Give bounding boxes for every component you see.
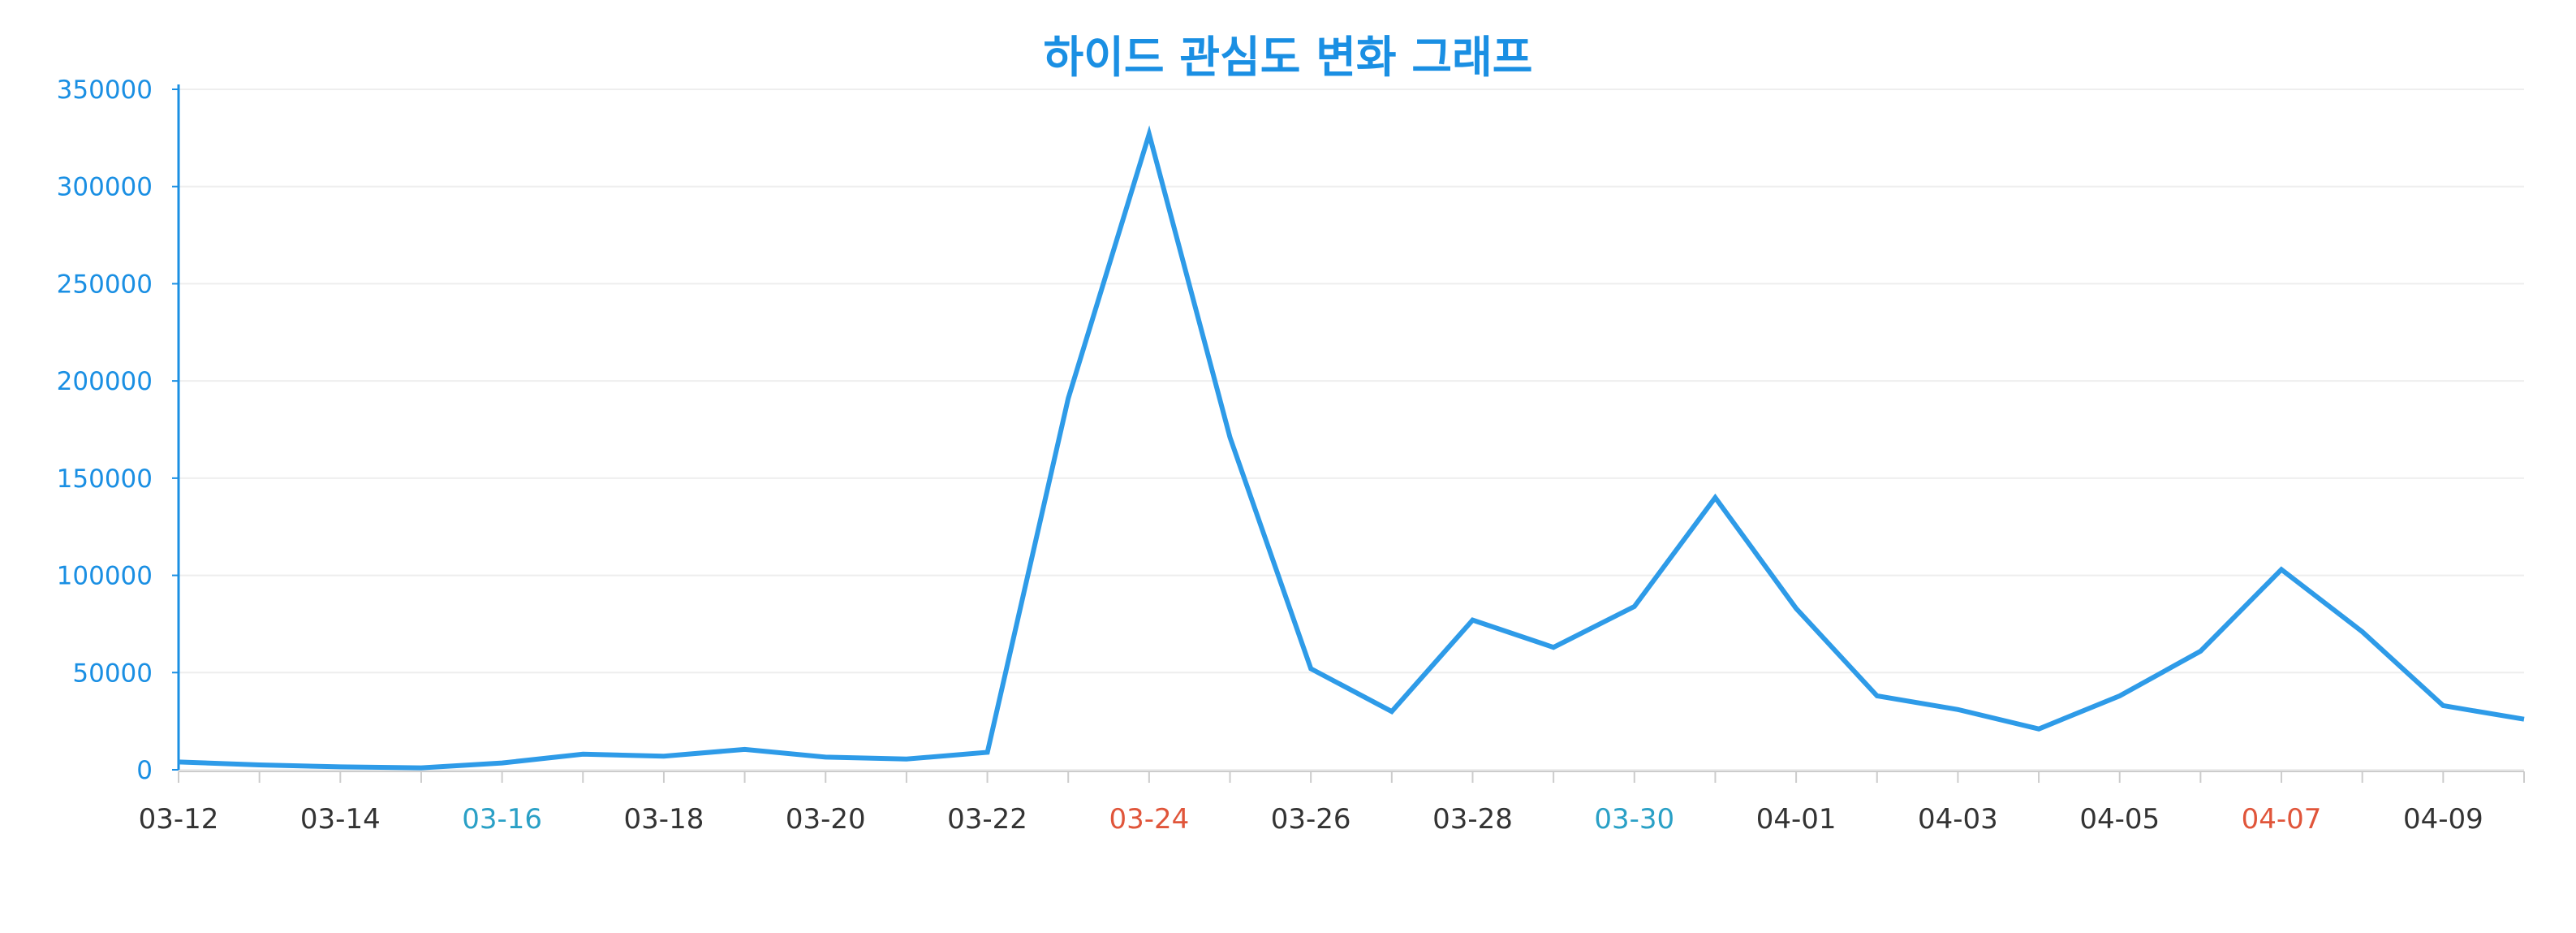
data-point <box>2117 693 2122 698</box>
x-tick-label: 04-03 <box>1918 803 1998 836</box>
data-point <box>823 754 828 759</box>
data-point <box>580 752 585 757</box>
data-point <box>1389 709 1394 714</box>
x-tick-label: 04-01 <box>1756 803 1837 836</box>
data-point <box>338 764 342 769</box>
gridlines <box>179 89 2524 771</box>
data-point <box>1470 618 1475 623</box>
data-point <box>1955 707 1960 712</box>
x-tick-label: 03-20 <box>786 803 866 836</box>
data-point <box>743 747 747 752</box>
data-point <box>257 762 262 767</box>
x-tick-label: 03-22 <box>947 803 1027 836</box>
x-tick-label: 03-12 <box>139 803 219 836</box>
data-point <box>2279 567 2284 572</box>
y-tick-label: 150000 <box>57 464 153 494</box>
x-tick-label: 03-28 <box>1432 803 1513 836</box>
y-tick-label: 200000 <box>57 367 153 396</box>
x-tick-label: 04-07 <box>2242 803 2322 836</box>
y-tick-label: 100000 <box>57 562 153 591</box>
data-point <box>1147 132 1152 136</box>
data-point <box>176 759 181 764</box>
data-point <box>904 757 909 762</box>
data-point <box>1308 666 1313 671</box>
data-point <box>1794 606 1798 611</box>
x-tick-label: 04-05 <box>2079 803 2160 836</box>
y-tick-label: 350000 <box>57 76 153 105</box>
data-point <box>419 766 424 771</box>
data-point <box>1875 693 1880 698</box>
series-layer <box>176 125 2526 771</box>
data-point <box>1712 495 1717 500</box>
data-point <box>2360 629 2365 634</box>
data-point <box>2522 717 2526 722</box>
x-tick-label: 03-18 <box>624 803 704 836</box>
x-tick-label: 04-09 <box>2403 803 2483 836</box>
data-point <box>1066 396 1070 401</box>
data-point <box>2440 703 2445 708</box>
y-tick-label: 50000 <box>72 659 153 688</box>
x-tick-label: 03-24 <box>1109 803 1189 836</box>
y-axis: 0 50000 100000 150000 200000 250000 300000 3500… <box>57 76 180 785</box>
data-point <box>661 754 666 758</box>
y-tick-label: 0 <box>136 756 153 785</box>
data-point <box>500 761 505 766</box>
y-tick-label: 250000 <box>57 270 153 299</box>
x-tick-label: 03-30 <box>1594 803 1674 836</box>
x-tick-label: 03-16 <box>462 803 542 836</box>
data-point <box>2036 727 2041 732</box>
x-tick-label: 03-14 <box>300 803 381 836</box>
y-tick-label: 300000 <box>57 173 153 202</box>
series-line <box>178 125 2525 771</box>
chart-title: 하이드 관심도 변화 그래프 <box>1043 32 1533 83</box>
x-tick-label: 03-26 <box>1271 803 1351 836</box>
data-point <box>1632 604 1637 609</box>
data-point <box>985 749 990 754</box>
x-axis: 03-12 03-14 03-16 03-18 03-20 03-22 03-24 03-26… <box>139 771 2525 836</box>
data-point <box>1228 435 1233 440</box>
data-point <box>1551 645 1556 650</box>
data-point <box>2198 649 2203 654</box>
